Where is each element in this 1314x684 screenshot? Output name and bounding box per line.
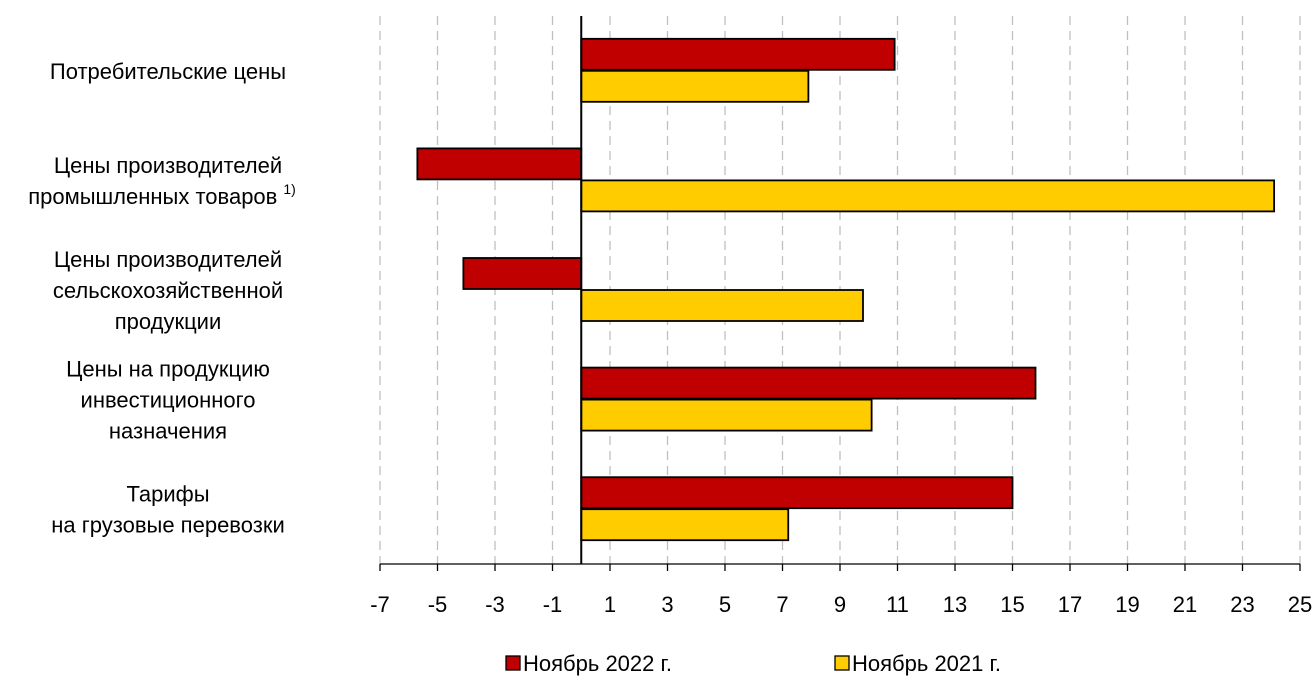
x-tick-label: 3 bbox=[661, 592, 673, 617]
category-labels: Потребительские цены Цены производителей п… bbox=[28, 59, 296, 538]
legend: Ноябрь 2022 г. Ноябрь 2021 г. bbox=[505, 651, 1001, 676]
legend-label: Ноябрь 2022 г. bbox=[523, 651, 672, 676]
footnote-marker: 1) bbox=[283, 181, 295, 197]
category-label: сельскохозяйственной bbox=[53, 278, 283, 303]
x-tick-label: 21 bbox=[1173, 592, 1197, 617]
bar bbox=[580, 398, 873, 432]
x-tick-label: 5 bbox=[719, 592, 731, 617]
x-tick-label: 25 bbox=[1288, 592, 1312, 617]
category-label: назначения bbox=[109, 419, 227, 444]
axes bbox=[379, 16, 1301, 571]
legend-swatch bbox=[505, 655, 521, 671]
x-tick-label: 13 bbox=[943, 592, 967, 617]
x-tick-label: 15 bbox=[1000, 592, 1024, 617]
legend-swatch bbox=[834, 655, 850, 671]
legend-label: Ноябрь 2021 г. bbox=[852, 651, 1001, 676]
bar bbox=[580, 508, 790, 542]
x-tick-label: -3 bbox=[485, 592, 505, 617]
bar bbox=[580, 366, 1037, 400]
x-tick-label: -5 bbox=[428, 592, 448, 617]
x-tick-label: 9 bbox=[834, 592, 846, 617]
bar bbox=[580, 289, 864, 322]
bar bbox=[580, 476, 1014, 510]
category-label: инвестиционного bbox=[81, 388, 256, 413]
category-label: Цены производителей bbox=[54, 153, 282, 178]
x-tick-label: 19 bbox=[1115, 592, 1139, 617]
category-label: Потребительские цены bbox=[50, 59, 286, 84]
x-tick-label: 11 bbox=[886, 592, 909, 617]
x-tick-label: -1 bbox=[543, 592, 563, 617]
x-tick-label: -7 bbox=[370, 592, 390, 617]
x-tick-label: 23 bbox=[1230, 592, 1254, 617]
x-tick-label: 17 bbox=[1058, 592, 1082, 617]
bar bbox=[580, 37, 896, 71]
category-label: продукции bbox=[115, 309, 222, 334]
x-tick-label: 1 bbox=[604, 592, 616, 617]
x-tick-label: 7 bbox=[776, 592, 788, 617]
category-label: Тарифы bbox=[126, 482, 209, 507]
x-tick-labels: -7 -5 -3 -1 1 3 5 7 9 11 13 15 17 19 21 23 25 bbox=[370, 592, 1312, 617]
bar bbox=[580, 69, 810, 103]
bar bbox=[416, 147, 583, 181]
bars bbox=[416, 37, 1276, 542]
bar bbox=[462, 257, 583, 290]
bar bbox=[580, 179, 1276, 213]
category-label: промышленных товаров 1) bbox=[28, 181, 296, 209]
category-label: Цены производителей bbox=[54, 247, 282, 272]
category-label: на грузовые перевозки bbox=[51, 513, 284, 538]
category-label: Цены на продукцию bbox=[66, 357, 270, 382]
